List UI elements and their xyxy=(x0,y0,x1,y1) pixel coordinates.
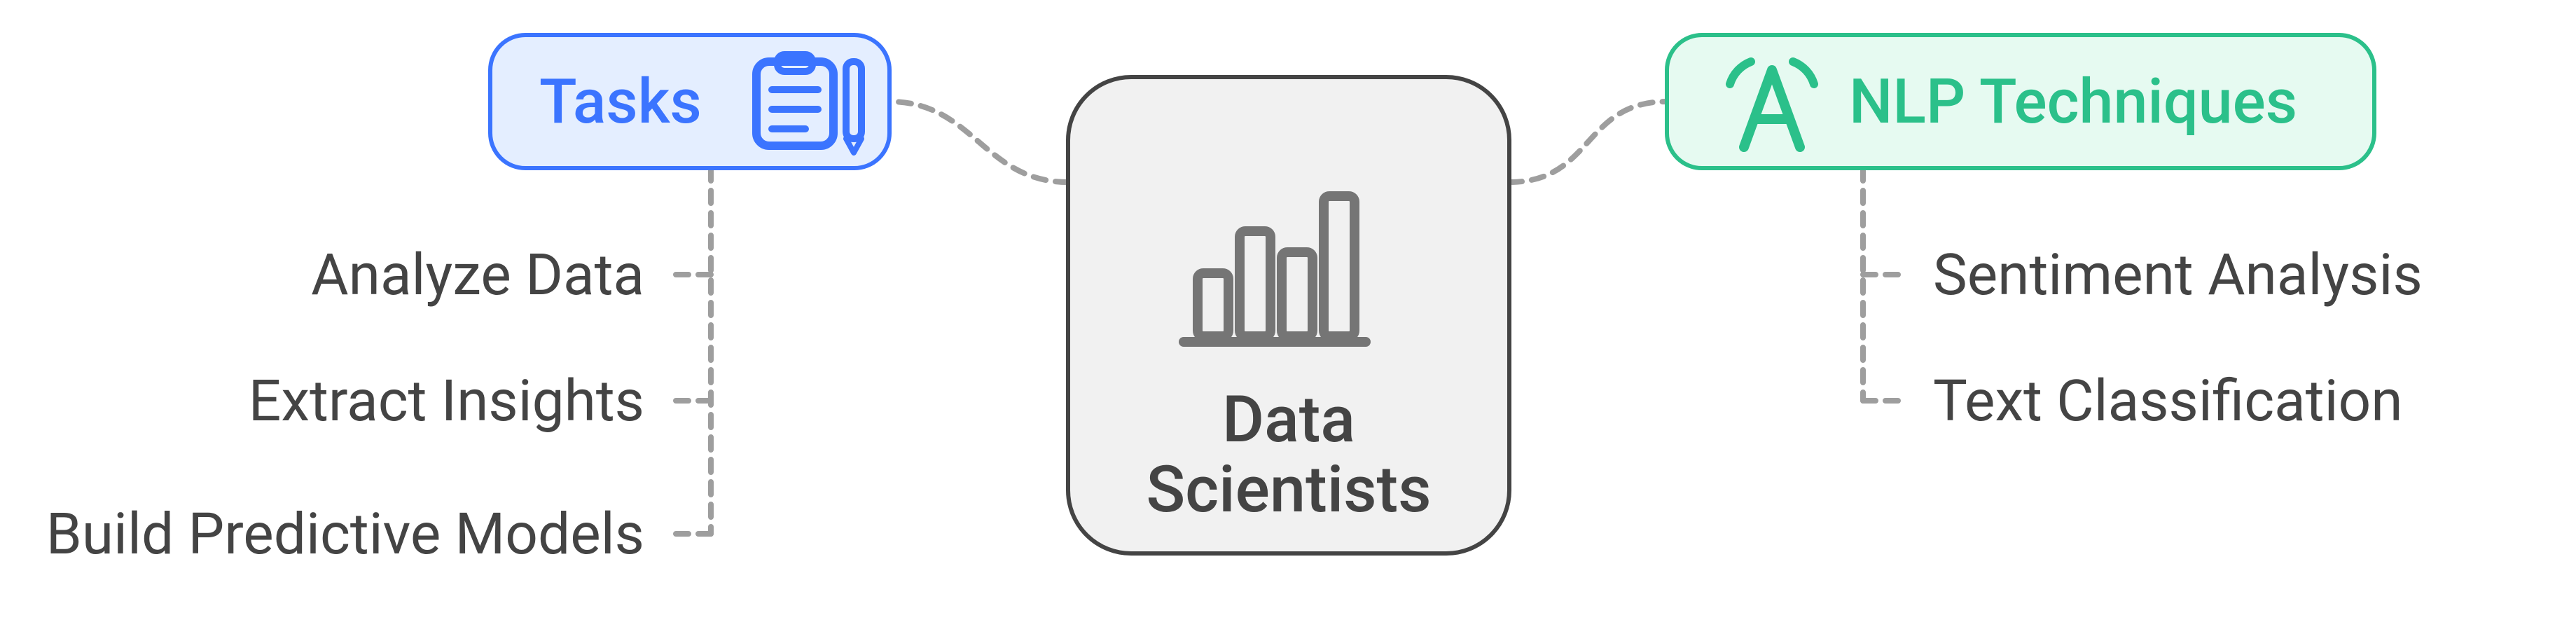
tasks-node: Tasks xyxy=(490,35,889,168)
nlp-leaf-0: Sentiment Analysis xyxy=(1933,242,2423,309)
nlp-node: NLP Techniques xyxy=(1667,35,2374,168)
tasks-leaf-0: Analyze Data xyxy=(311,242,644,309)
connector-center-to-tasks xyxy=(889,102,1068,182)
center-label-1: Data xyxy=(1222,382,1355,457)
tasks-label: Tasks xyxy=(539,66,702,138)
nlp-label: NLP Techniques xyxy=(1849,66,2297,138)
center-node: DataScientists xyxy=(1068,77,1509,553)
tasks-leaf-2: Build Predictive Models xyxy=(46,501,644,568)
tasks-leaf-1: Extract Insights xyxy=(249,368,644,435)
nlp-leaf-1: Text Classification xyxy=(1933,368,2403,435)
center-label-2: Scientists xyxy=(1146,453,1431,528)
connector-center-to-nlp xyxy=(1509,102,1667,182)
